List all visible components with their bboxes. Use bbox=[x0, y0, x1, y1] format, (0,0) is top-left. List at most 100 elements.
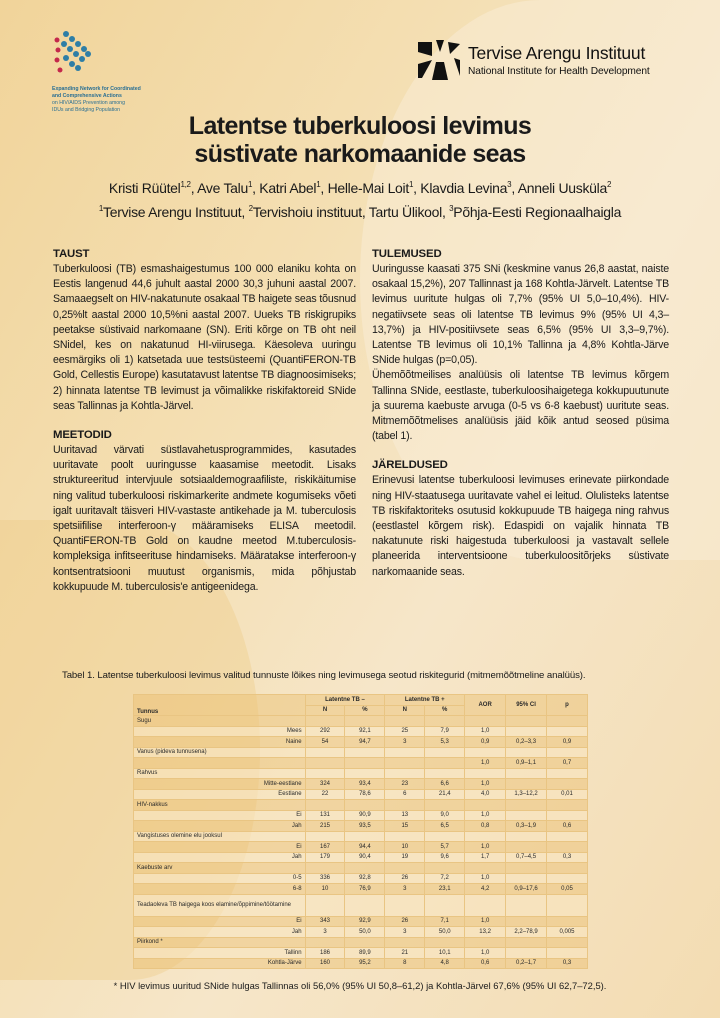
left-column: TAUST Tuberkuloosi (TB) esmashaigestumus… bbox=[53, 247, 356, 609]
table-row: Kohtla-Järve 160 95,2 8 4,8 0,6 0,2–1,7 0,3 bbox=[133, 957, 588, 969]
cell-neg-n: 215 bbox=[304, 820, 346, 832]
table-row: Ei 167 94,4 10 5,7 1,0 bbox=[133, 841, 588, 853]
row-label: Mees bbox=[133, 725, 306, 737]
empty-cell bbox=[344, 767, 386, 779]
section-tulemused: TULEMUSED Uuringusse kaasati 375 SNi (ke… bbox=[372, 247, 669, 444]
author: Helle-Mai Loit1 bbox=[327, 180, 414, 196]
header-pct: % bbox=[424, 704, 466, 716]
cell-pos-n: 21 bbox=[384, 947, 426, 959]
table-row: Jah 215 93,5 15 6,5 0,8 0,3–1,9 0,6 bbox=[133, 820, 588, 832]
group-label: Rahvus bbox=[133, 767, 306, 779]
institute-subtitle: National Institute for Health Developmen… bbox=[468, 66, 650, 77]
row-label: Kohtla-Järve bbox=[133, 957, 306, 969]
empty-cell bbox=[505, 830, 547, 842]
cell-aor: 13,2 bbox=[464, 926, 507, 938]
empty-cell bbox=[424, 746, 466, 758]
section-heading: TULEMUSED bbox=[372, 248, 442, 260]
cell-pos-pct bbox=[424, 757, 466, 769]
empty-cell bbox=[424, 830, 466, 842]
empty-cell bbox=[464, 862, 507, 874]
table-group-row: Kaebuste arv bbox=[133, 862, 588, 874]
empty-cell bbox=[424, 936, 466, 948]
cell-aor: 1,0 bbox=[464, 841, 507, 853]
empty-cell bbox=[505, 715, 547, 727]
cell-p-value: 0,05 bbox=[546, 883, 588, 895]
group-label: HIV-nakkus bbox=[133, 799, 306, 811]
empty-cell bbox=[464, 715, 507, 727]
cell-aor: 1,0 bbox=[464, 778, 507, 790]
empty-cell bbox=[464, 936, 507, 948]
cell-ci: 0,2–3,3 bbox=[505, 736, 547, 748]
header-pct: % bbox=[344, 704, 386, 716]
cell-ci bbox=[505, 841, 547, 853]
cell-ci: 0,9–1,1 bbox=[505, 757, 547, 769]
group-label: Vanus (pideva tunnusena) bbox=[133, 746, 306, 758]
table-group-row: Rahvus bbox=[133, 767, 588, 779]
table-group-row: HIV-nakkus bbox=[133, 799, 588, 811]
cell-aor: 1,0 bbox=[464, 757, 507, 769]
cell-pos-n: 13 bbox=[384, 809, 426, 821]
empty-cell bbox=[424, 715, 466, 727]
cell-p-value bbox=[546, 809, 588, 821]
empty-cell bbox=[546, 746, 588, 758]
cell-p-value: 0,9 bbox=[546, 736, 588, 748]
cell-pos-pct: 4,8 bbox=[424, 957, 466, 969]
empty-cell bbox=[546, 830, 588, 842]
header-p: p bbox=[546, 694, 588, 716]
logo-text: Expanding Network for Coordinated bbox=[52, 86, 141, 92]
cell-pos-n: 3 bbox=[384, 926, 426, 938]
table-group-row: Vanus (pideva tunnusena) bbox=[133, 746, 588, 758]
cell-pos-pct: 7,9 bbox=[424, 725, 466, 737]
empty-cell bbox=[384, 936, 426, 948]
cell-neg-pct: 78,6 bbox=[344, 788, 386, 800]
cell-pos-n: 3 bbox=[384, 883, 426, 895]
cell-neg-pct: 92,8 bbox=[344, 872, 386, 884]
empty-cell bbox=[464, 767, 507, 779]
section-meetodid: MEETODID Uuritavad värvati süstlavahetus… bbox=[53, 428, 356, 595]
author: Anneli Uusküla2 bbox=[517, 180, 612, 196]
cell-neg-pct: 90,4 bbox=[344, 851, 386, 863]
row-label: Ei bbox=[133, 809, 306, 821]
section-heading: MEETODID bbox=[53, 429, 112, 442]
cell-p-value bbox=[546, 841, 588, 853]
empty-cell bbox=[424, 893, 466, 917]
empty-cell bbox=[464, 893, 507, 917]
group-label: Teadaoleva TB haigega koos elamine/õppim… bbox=[133, 893, 306, 917]
cell-pos-n: 25 bbox=[384, 725, 426, 737]
results-table: Tunnus Latentne TB – Latentne TB + AOR 9… bbox=[133, 694, 588, 969]
author: Katri Abel1 bbox=[259, 180, 321, 196]
cell-p-value: 0,6 bbox=[546, 820, 588, 832]
empty-cell bbox=[304, 799, 346, 811]
table-row: 6-8 10 76,9 3 23,1 4,2 0,9–17,6 0,05 bbox=[133, 883, 588, 895]
row-label: 0-5 bbox=[133, 872, 306, 884]
cell-ci bbox=[505, 778, 547, 790]
section-jareldused: JÄRELDUSED Erinevusi latentse tuberkuloo… bbox=[372, 458, 669, 579]
cell-pos-pct: 6,6 bbox=[424, 778, 466, 790]
cell-neg-n: 336 bbox=[304, 872, 346, 884]
empty-cell bbox=[546, 767, 588, 779]
cell-aor: 1,7 bbox=[464, 851, 507, 863]
table-row: Mitte-eestlane 324 93,4 23 6,6 1,0 bbox=[133, 778, 588, 790]
cell-neg-n: 131 bbox=[304, 809, 346, 821]
empty-cell bbox=[424, 862, 466, 874]
empty-cell bbox=[304, 893, 346, 917]
empty-cell bbox=[304, 767, 346, 779]
cell-neg-pct: 92,9 bbox=[344, 915, 386, 927]
empty-cell bbox=[384, 767, 426, 779]
cell-aor: 0,8 bbox=[464, 820, 507, 832]
cell-pos-n: 23 bbox=[384, 778, 426, 790]
section-body: Uuringusse kaasati 375 SNi (keskmine van… bbox=[372, 263, 669, 367]
cell-pos-n: 19 bbox=[384, 851, 426, 863]
cell-pos-n: 10 bbox=[384, 841, 426, 853]
empty-cell bbox=[384, 830, 426, 842]
empty-cell bbox=[344, 715, 386, 727]
logo-text: IDUs and Bridging Population bbox=[52, 107, 121, 113]
row-label: Eestlane bbox=[133, 788, 306, 800]
empty-cell bbox=[424, 767, 466, 779]
cell-neg-pct: 95,2 bbox=[344, 957, 386, 969]
table-group-row: Vangistuses olemine elu jooksul bbox=[133, 830, 588, 842]
row-label: Jah bbox=[133, 926, 306, 938]
table-group-row: Teadaoleva TB haigega koos elamine/õppim… bbox=[133, 893, 588, 917]
empty-cell bbox=[505, 767, 547, 779]
empty-cell bbox=[505, 746, 547, 758]
